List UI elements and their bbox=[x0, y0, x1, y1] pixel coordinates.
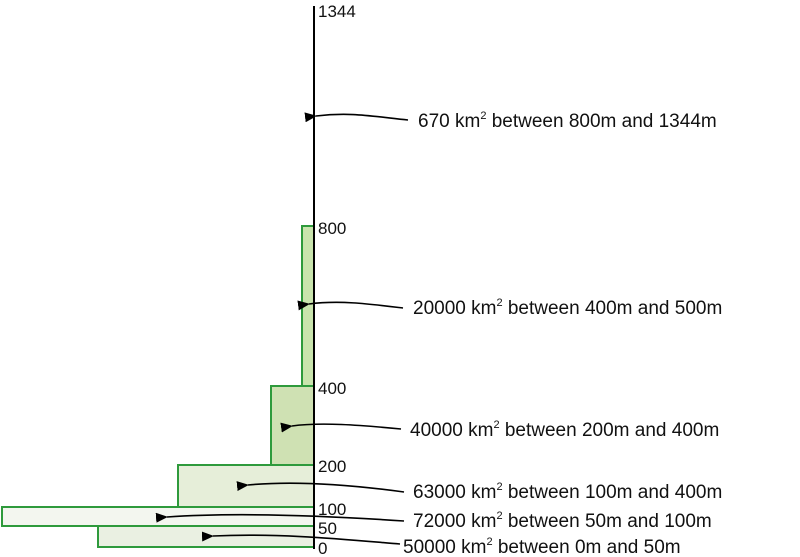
tick-label-1344: 1344 bbox=[318, 2, 356, 21]
arrow-20000 bbox=[297, 300, 404, 311]
tick-label-0: 0 bbox=[318, 539, 327, 557]
annotation-40000: 40000 km2 between 200m and 400m bbox=[410, 419, 719, 441]
annotation-63000: 63000 km2 between 100m and 400m bbox=[413, 481, 722, 503]
arrows-group bbox=[155, 112, 409, 545]
tick-label-100: 100 bbox=[318, 500, 346, 519]
annotations-group: 670 km2 between 800m and 1344m 20000 km2… bbox=[403, 110, 722, 557]
bar-band-50-100 bbox=[1, 506, 315, 527]
arrow-63000 bbox=[236, 481, 405, 493]
tick-label-400: 400 bbox=[318, 379, 346, 398]
arrow-670 bbox=[304, 112, 409, 123]
annotation-50000: 50000 km2 between 0m and 50m bbox=[403, 536, 681, 557]
arrow-50000 bbox=[201, 531, 401, 545]
arrow-40000 bbox=[280, 422, 402, 433]
annotation-20000: 20000 km2 between 400m and 500m bbox=[413, 297, 722, 319]
tick-labels: 1344 800 400 200 100 50 0 bbox=[318, 2, 356, 557]
tick-label-800: 800 bbox=[318, 219, 346, 238]
tick-label-200: 200 bbox=[318, 457, 346, 476]
arrow-72000 bbox=[155, 512, 405, 523]
annotation-670: 670 km2 between 800m and 1344m bbox=[418, 110, 717, 132]
bar-band-400-800 bbox=[301, 225, 315, 387]
bar-band-100-200 bbox=[177, 464, 315, 508]
tick-label-50: 50 bbox=[318, 519, 337, 538]
bars-group bbox=[1, 225, 315, 548]
annotation-72000: 72000 km2 between 50m and 100m bbox=[413, 510, 712, 532]
